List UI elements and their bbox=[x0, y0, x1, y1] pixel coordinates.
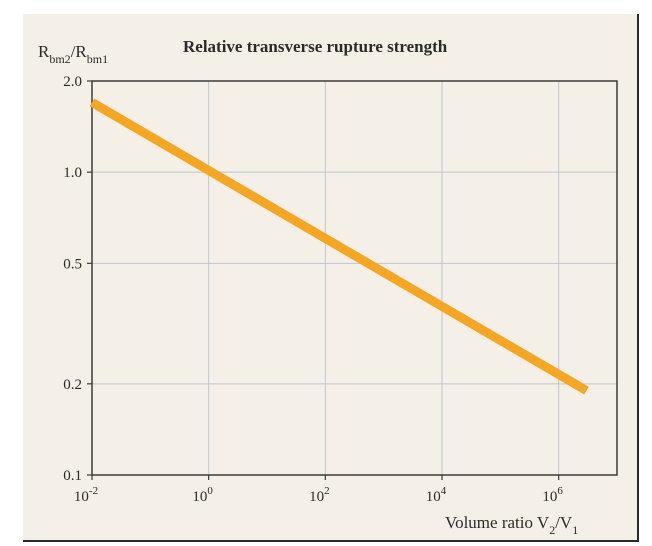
x-tick-label-1: 100 bbox=[192, 485, 213, 505]
y-axis-label: Rbm2/Rbm1 bbox=[38, 42, 108, 66]
chart-title: Relative transverse rupture strength bbox=[183, 37, 448, 56]
x-tick-label-3: 104 bbox=[426, 485, 447, 505]
series-group bbox=[89, 98, 589, 395]
y-tick-labels: 0.1 0.2 0.5 1.0 2.0 bbox=[63, 74, 82, 484]
x-tick-label-0: 10-2 bbox=[74, 485, 98, 505]
x-tick-label-4: 106 bbox=[542, 485, 563, 505]
y-tick-label-3: 1.0 bbox=[63, 165, 82, 181]
plot-area bbox=[91, 80, 618, 476]
x-tick-label-2: 102 bbox=[309, 485, 330, 505]
y-tick-label-2: 0.5 bbox=[63, 256, 82, 272]
y-tick-label-0: 0.1 bbox=[63, 468, 82, 484]
y-tick-label-1: 0.2 bbox=[63, 377, 82, 393]
y-tick-label-4: 2.0 bbox=[63, 74, 82, 90]
x-tick-labels: 10-2 100 102 104 106 bbox=[74, 485, 564, 505]
x-axis-label: Volume ratio V2/V1 bbox=[445, 513, 578, 537]
chart-panel: 10-2 100 102 104 106 0.1 0.2 0.5 1.0 2.0 Relativ… bbox=[23, 14, 639, 542]
chart-svg: 10-2 100 102 104 106 0.1 0.2 0.5 1.0 2.0 Relativ… bbox=[38, 37, 618, 537]
series-line-0 bbox=[89, 98, 589, 395]
